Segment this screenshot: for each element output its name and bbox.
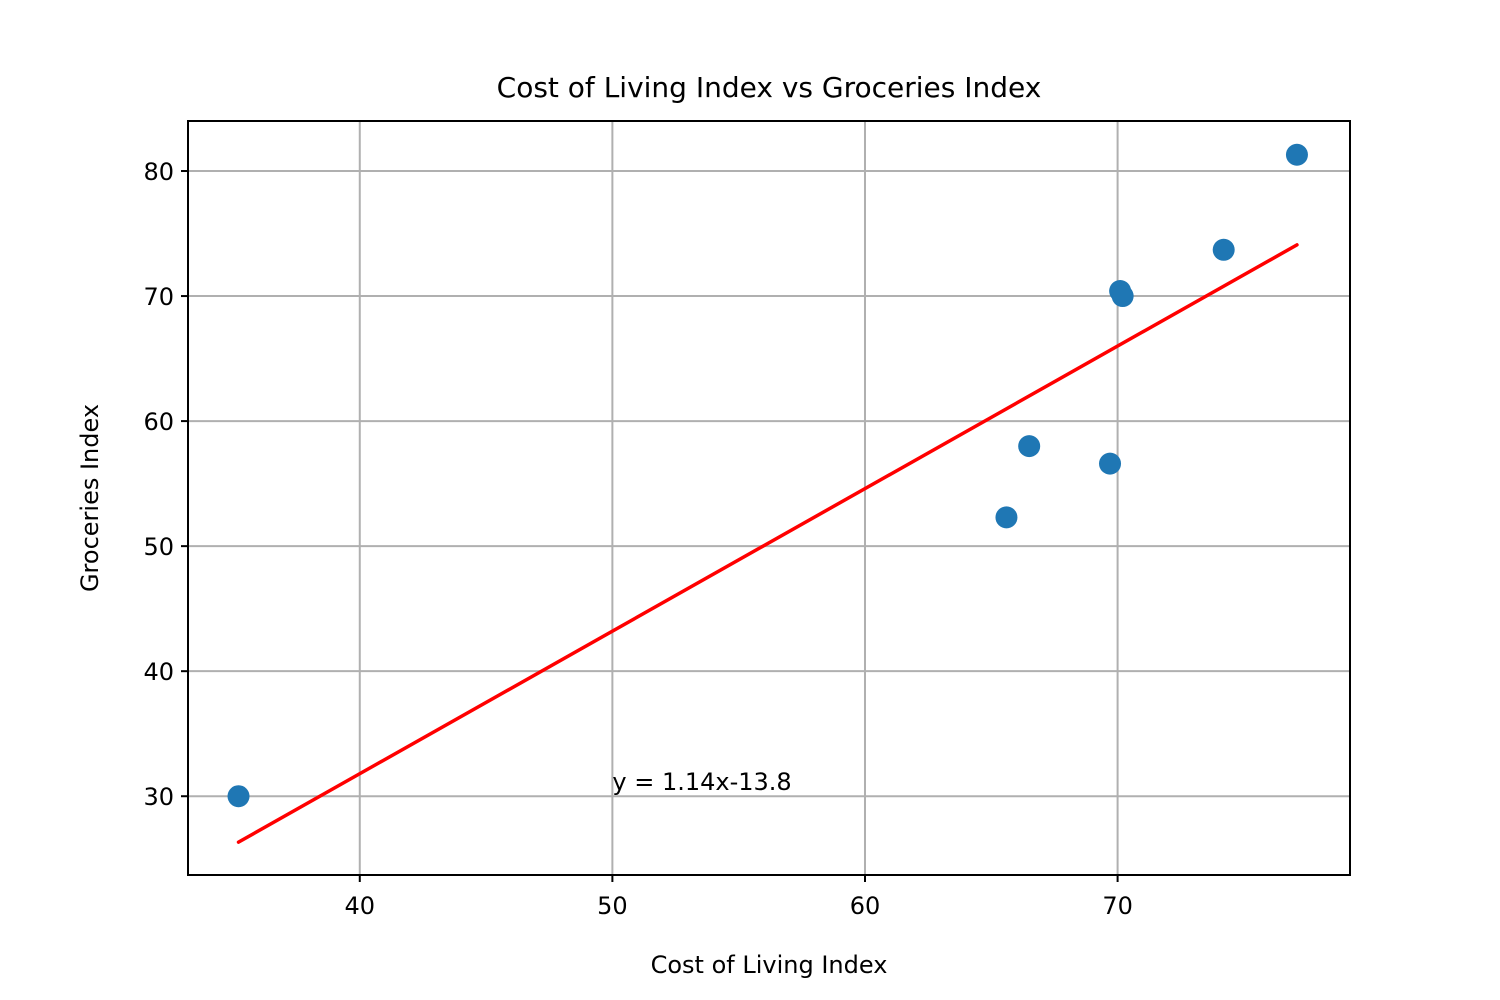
axis-ticks: 40 50 60 70 30 40 50 60 70 80 [143, 158, 1132, 920]
y-axis-label: Groceries Index [76, 404, 104, 592]
data-point [1099, 452, 1122, 475]
data-point [995, 506, 1018, 529]
y-tick-label: 70 [143, 283, 174, 311]
chart-title: Cost of Living Index vs Groceries Index [497, 71, 1042, 104]
data-point [1018, 435, 1041, 458]
x-tick-label: 40 [345, 892, 376, 920]
y-tick-label: 80 [143, 158, 174, 186]
data-point [227, 785, 250, 808]
x-tick-label: 70 [1102, 892, 1133, 920]
x-tick-label: 50 [597, 892, 628, 920]
trendline-equation-label: y = 1.14x-13.8 [612, 768, 791, 796]
data-point [1285, 143, 1308, 166]
y-tick-label: 50 [143, 533, 174, 561]
x-tick-label: 60 [850, 892, 881, 920]
trendline [236, 243, 1299, 844]
plot-frame [187, 120, 1351, 876]
data-point [1212, 238, 1235, 261]
grid [188, 121, 1350, 875]
x-axis-label: Cost of Living Index [651, 951, 888, 979]
y-tick-label: 40 [143, 658, 174, 686]
y-tick-label: 60 [143, 408, 174, 436]
data-point [1111, 285, 1134, 308]
y-tick-label: 30 [143, 783, 174, 811]
plot-area [227, 143, 1308, 844]
